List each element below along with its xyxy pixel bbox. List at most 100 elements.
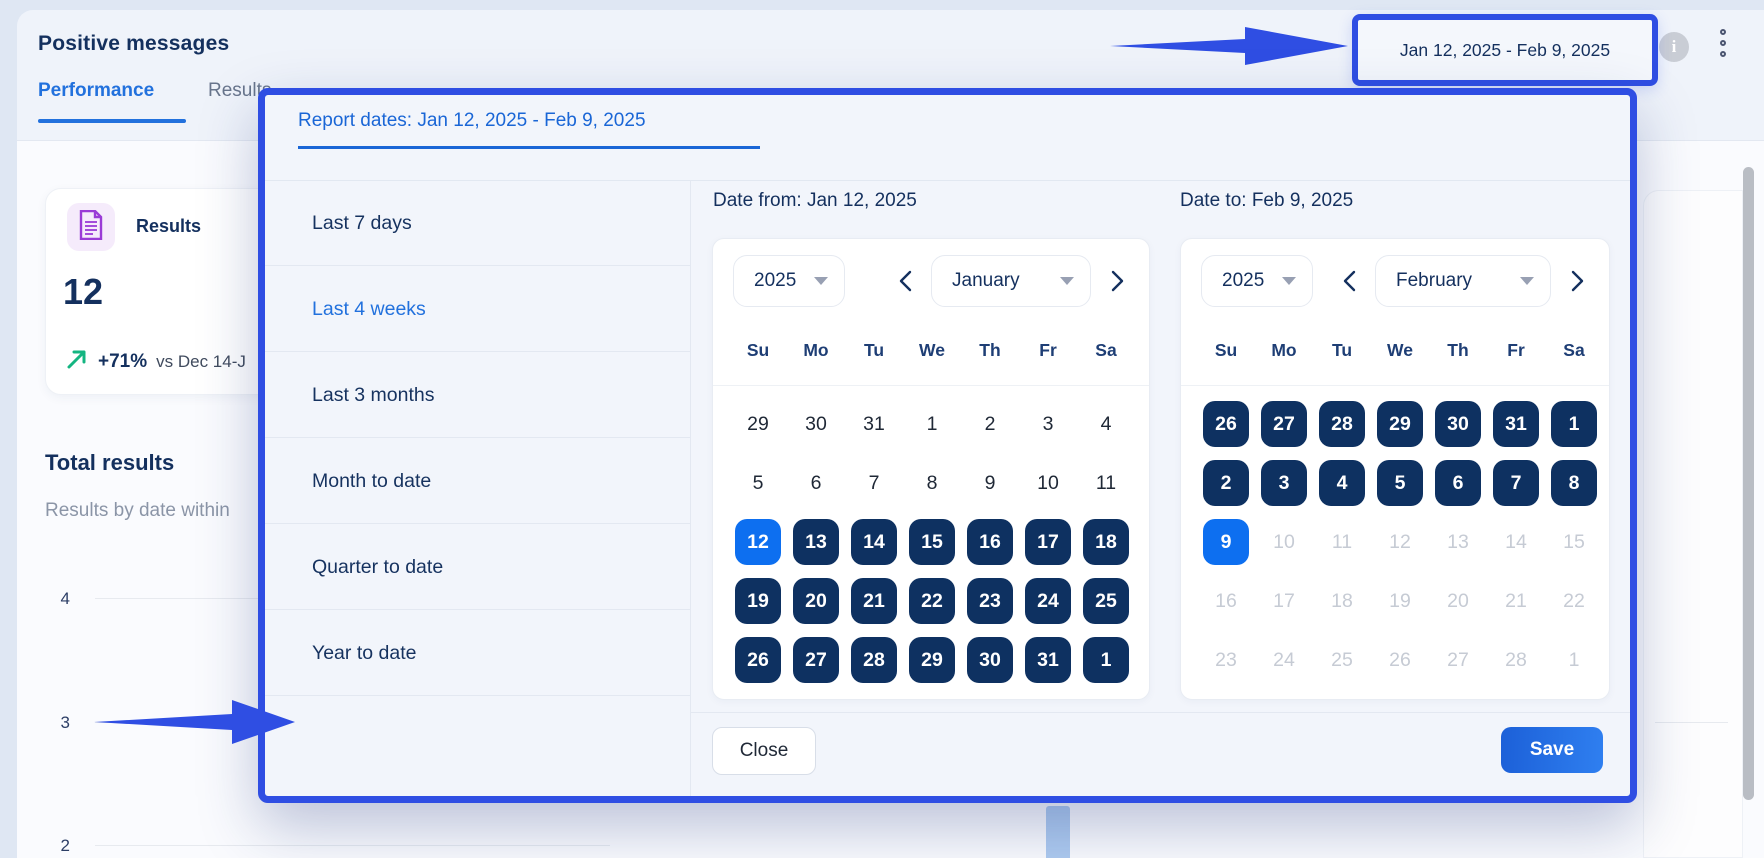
day-cell-from-15[interactable]: 15 bbox=[909, 519, 955, 565]
day-cell-from-7[interactable]: 7 bbox=[868, 471, 880, 494]
day-cell-from-21[interactable]: 21 bbox=[851, 578, 897, 624]
day-cell-from-4[interactable]: 4 bbox=[1100, 412, 1112, 435]
day-cell-from-29[interactable]: 29 bbox=[747, 412, 769, 435]
day-cell-from-30[interactable]: 30 bbox=[805, 412, 827, 435]
day-cell-to-23: 23 bbox=[1215, 648, 1237, 671]
day-cell-to-1[interactable]: 1 bbox=[1551, 401, 1597, 447]
day-cell-to-26[interactable]: 26 bbox=[1203, 401, 1249, 447]
tab-results[interactable]: Results bbox=[208, 80, 272, 101]
from-prev-month-button[interactable] bbox=[893, 263, 917, 299]
day-cell-to-24: 24 bbox=[1273, 648, 1295, 671]
day-cell-from-18[interactable]: 18 bbox=[1083, 519, 1129, 565]
day-cell-to-2[interactable]: 2 bbox=[1203, 460, 1249, 506]
save-button[interactable]: Save bbox=[1501, 727, 1603, 773]
to-month-value: February bbox=[1396, 270, 1473, 291]
dow-label: Th bbox=[979, 339, 1001, 360]
day-cell-from-30[interactable]: 30 bbox=[967, 637, 1013, 683]
day-cell-from-8[interactable]: 8 bbox=[926, 471, 938, 494]
calendar-to: 2025 February Su Mo Tu We Th Fr Sa bbox=[1180, 238, 1610, 700]
day-cell-to-7[interactable]: 7 bbox=[1493, 460, 1539, 506]
day-cell-to-29[interactable]: 29 bbox=[1377, 401, 1423, 447]
preset-item-2[interactable]: Last 3 months bbox=[265, 352, 690, 438]
info-icon[interactable]: i bbox=[1659, 32, 1689, 62]
dow-label: Su bbox=[746, 339, 770, 360]
day-cell-from-31[interactable]: 31 bbox=[1025, 637, 1071, 683]
day-cell-from-26[interactable]: 26 bbox=[735, 637, 781, 683]
chevron-down-icon bbox=[1282, 277, 1296, 285]
page-title: Positive messages bbox=[38, 32, 230, 55]
day-cell-from-25[interactable]: 25 bbox=[1083, 578, 1129, 624]
day-cell-from-2[interactable]: 2 bbox=[984, 412, 996, 435]
date-to-title: Date to: Feb 9, 2025 bbox=[1180, 190, 1354, 211]
day-cell-to-26: 26 bbox=[1389, 648, 1411, 671]
day-cell-from-27[interactable]: 27 bbox=[793, 637, 839, 683]
day-cell-to-25: 25 bbox=[1331, 648, 1353, 671]
day-cell-from-17[interactable]: 17 bbox=[1025, 519, 1071, 565]
chevron-down-icon bbox=[814, 277, 828, 285]
day-cell-from-5[interactable]: 5 bbox=[752, 471, 764, 494]
day-cell-from-24[interactable]: 24 bbox=[1025, 578, 1071, 624]
preset-item-0[interactable]: Last 7 days bbox=[265, 180, 690, 266]
close-button[interactable]: Close bbox=[712, 727, 816, 775]
day-cell-to-27[interactable]: 27 bbox=[1261, 401, 1307, 447]
day-cell-from-1[interactable]: 1 bbox=[1083, 637, 1129, 683]
day-cell-from-14[interactable]: 14 bbox=[851, 519, 897, 565]
gridline-2 bbox=[95, 845, 610, 846]
day-cell-from-19[interactable]: 19 bbox=[735, 578, 781, 624]
preset-item-1[interactable]: Last 4 weeks bbox=[265, 266, 690, 352]
day-cell-from-11[interactable]: 11 bbox=[1095, 471, 1117, 494]
to-year-select[interactable]: 2025 bbox=[1201, 255, 1313, 307]
day-cell-to-4[interactable]: 4 bbox=[1319, 460, 1365, 506]
day-cell-to-19: 19 bbox=[1389, 589, 1411, 612]
day-cell-to-21: 21 bbox=[1505, 589, 1527, 612]
day-cell-from-6[interactable]: 6 bbox=[810, 471, 822, 494]
to-dow-row: Su Mo Tu We Th Fr Sa bbox=[1203, 335, 1597, 365]
day-cell-to-28[interactable]: 28 bbox=[1319, 401, 1365, 447]
day-cell-from-10[interactable]: 10 bbox=[1037, 471, 1059, 494]
day-cell-from-29[interactable]: 29 bbox=[909, 637, 955, 683]
day-cell-to-5[interactable]: 5 bbox=[1377, 460, 1423, 506]
kebab-menu-icon[interactable] bbox=[1717, 29, 1729, 57]
day-cell-to-16: 16 bbox=[1215, 589, 1237, 612]
day-cell-from-20[interactable]: 20 bbox=[793, 578, 839, 624]
day-cell-to-6[interactable]: 6 bbox=[1435, 460, 1481, 506]
day-cell-from-9[interactable]: 9 bbox=[984, 471, 996, 494]
gridline-3-right bbox=[1655, 722, 1728, 723]
results-delta: +71% bbox=[98, 350, 148, 372]
preset-item-4[interactable]: Quarter to date bbox=[265, 524, 690, 610]
to-year-value: 2025 bbox=[1222, 270, 1265, 291]
to-next-month-button[interactable] bbox=[1565, 263, 1589, 299]
dow-label: Fr bbox=[1507, 339, 1525, 360]
calendar-divider bbox=[713, 385, 1149, 386]
to-month-select[interactable]: February bbox=[1375, 255, 1551, 307]
report-dates-underline bbox=[298, 146, 760, 149]
preset-item-5[interactable]: Year to date bbox=[265, 610, 690, 696]
day-cell-from-22[interactable]: 22 bbox=[909, 578, 955, 624]
day-cell-from-1[interactable]: 1 bbox=[926, 412, 938, 435]
to-day-grid: 26 27 28 29 30 31 1 2 3 4 5 6 7 8 9 10 11 12 13 14 15 16 17 18 1… bbox=[1203, 401, 1597, 683]
day-cell-to-9[interactable]: 9 bbox=[1203, 519, 1249, 565]
day-cell-from-23[interactable]: 23 bbox=[967, 578, 1013, 624]
from-next-month-button[interactable] bbox=[1105, 263, 1129, 299]
from-year-select[interactable]: 2025 bbox=[733, 255, 845, 307]
day-cell-to-3[interactable]: 3 bbox=[1261, 460, 1307, 506]
day-cell-to-30[interactable]: 30 bbox=[1435, 401, 1481, 447]
scrollbar-thumb[interactable] bbox=[1743, 167, 1754, 800]
tab-performance[interactable]: Performance bbox=[38, 80, 155, 101]
day-cell-from-28[interactable]: 28 bbox=[851, 637, 897, 683]
day-cell-from-16[interactable]: 16 bbox=[967, 519, 1013, 565]
preset-item-3[interactable]: Month to date bbox=[265, 438, 690, 524]
day-cell-from-31[interactable]: 31 bbox=[863, 412, 885, 435]
to-prev-month-button[interactable] bbox=[1337, 263, 1361, 299]
day-cell-to-31[interactable]: 31 bbox=[1493, 401, 1539, 447]
from-month-select[interactable]: January bbox=[931, 255, 1091, 307]
from-year-value: 2025 bbox=[754, 270, 797, 291]
date-range-button[interactable]: Jan 12, 2025 - Feb 9, 2025 bbox=[1352, 14, 1658, 86]
day-cell-to-22: 22 bbox=[1563, 589, 1585, 612]
chart-subtitle: Results by date within bbox=[45, 500, 230, 521]
day-cell-from-13[interactable]: 13 bbox=[793, 519, 839, 565]
day-cell-from-12[interactable]: 12 bbox=[735, 519, 781, 565]
day-cell-from-3[interactable]: 3 bbox=[1042, 412, 1054, 435]
dow-label: We bbox=[919, 339, 945, 360]
day-cell-to-8[interactable]: 8 bbox=[1551, 460, 1597, 506]
